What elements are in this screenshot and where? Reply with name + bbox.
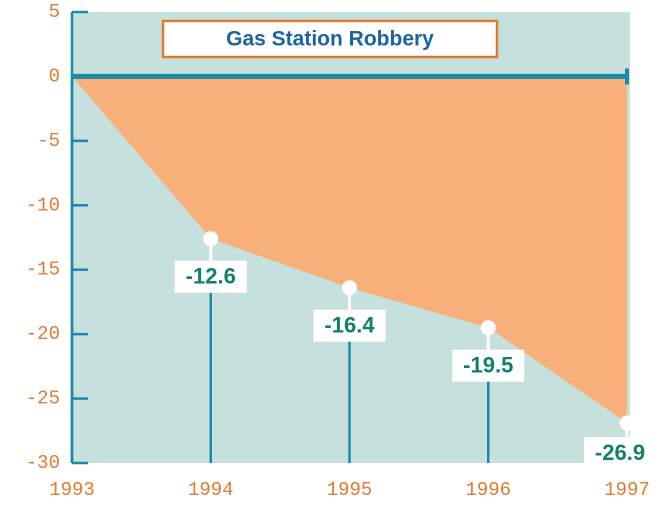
y-tick-label: -20: [26, 323, 60, 345]
x-tick-label: 1993: [49, 479, 95, 501]
x-tick-label: 1995: [327, 479, 373, 501]
x-tick-label: 1997: [604, 479, 650, 501]
title-box: [161, 19, 499, 59]
x-tick-label: 1996: [465, 479, 511, 501]
y-tick-label: -5: [37, 130, 60, 152]
chart-title: Gas Station Robbery: [226, 28, 434, 51]
label-box: [584, 437, 656, 469]
data-label: -26.9: [595, 440, 645, 465]
data-point: [203, 231, 219, 247]
data-point: [480, 320, 496, 336]
data-point: [342, 280, 357, 296]
data-label: -19.5: [463, 353, 513, 378]
label-box: [313, 309, 386, 342]
y-tick-label: -30: [26, 452, 60, 474]
data-label: -12.6: [186, 264, 236, 289]
x-tick-label: 1994: [188, 479, 234, 501]
y-tick-label: -25: [26, 388, 60, 410]
label-box: [174, 260, 247, 293]
data-label: -16.4: [324, 313, 375, 338]
y-tick-label: 5: [49, 1, 60, 23]
y-tick-label: -15: [26, 259, 60, 281]
y-tick-label: -10: [26, 194, 60, 216]
y-tick-label: 0: [49, 65, 60, 87]
data-point: [619, 415, 635, 431]
area: [72, 76, 627, 424]
label-box: [452, 349, 525, 382]
